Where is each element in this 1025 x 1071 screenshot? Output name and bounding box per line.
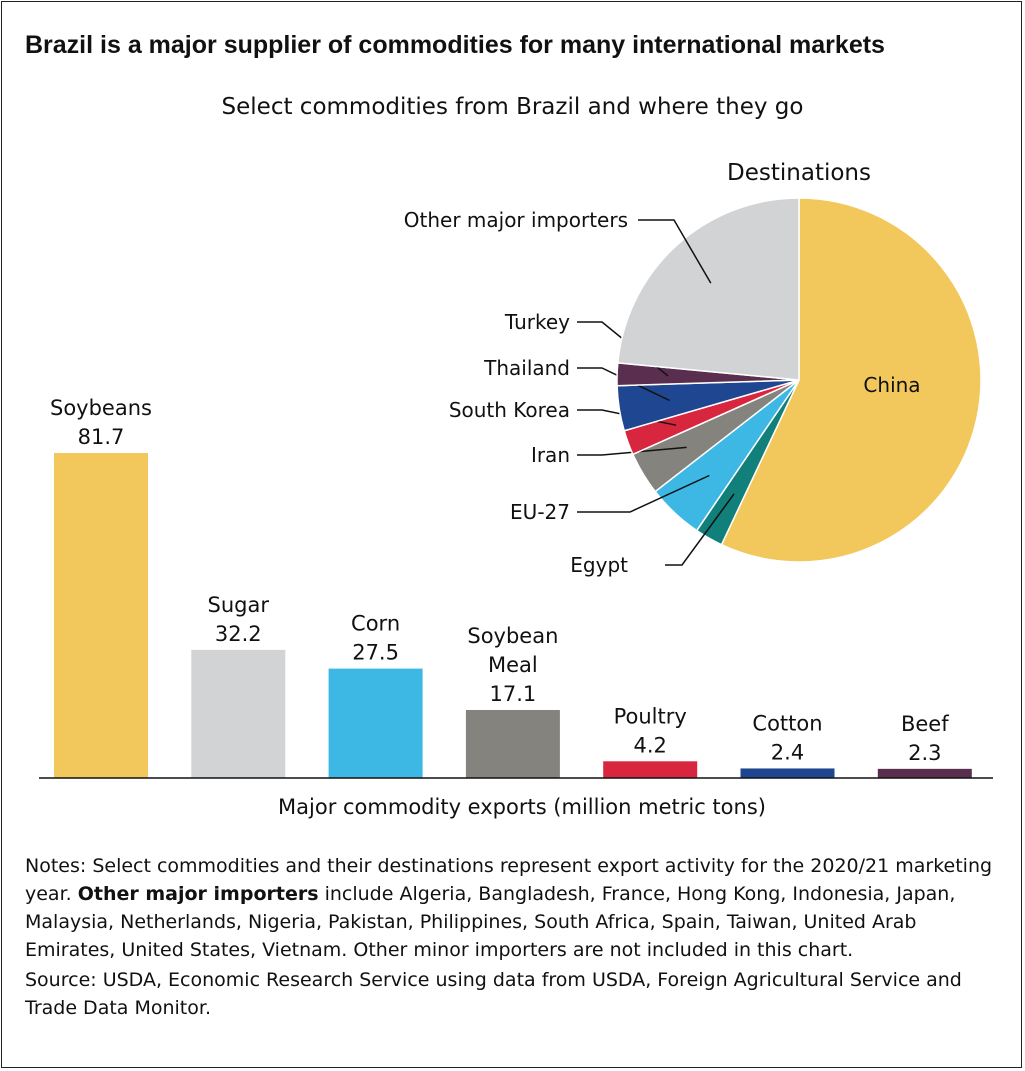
pie-label-egypt: Egypt xyxy=(570,553,628,577)
bar-label-soybean-meal-2: Meal xyxy=(488,653,538,677)
pie-chart: China Egypt EU-27 Iran South Korea Thailand Tu… xyxy=(404,197,982,577)
bar-soybeans xyxy=(54,453,148,778)
notes-prefix: Notes: Select commodities and their dest… xyxy=(25,855,993,905)
notes-section: Notes: Select commodities and their dest… xyxy=(25,852,1005,1022)
pie-label-iran: Iran xyxy=(531,443,570,467)
bar-label-soybeans: Soybeans xyxy=(50,396,152,420)
chart-subtitle: Select commodities from Brazil and where… xyxy=(221,94,804,120)
bar-label-beef: Beef xyxy=(901,712,949,736)
bar-label-poultry: Poultry xyxy=(614,704,687,728)
chart-canvas: 81.7 Soybeans 32.2 Sugar 27.5 Corn 17.1 Soybean… xyxy=(39,160,993,819)
bar-chart: 81.7 Soybeans 32.2 Sugar 27.5 Corn 17.1 Soybean… xyxy=(50,396,972,778)
notes-suffix: include Algeria, Bangladesh, France, Hon… xyxy=(25,883,956,961)
x-axis-label: Major commodity exports (million metric … xyxy=(278,795,766,819)
bar-label-cotton: Cotton xyxy=(752,711,822,735)
pie-leader-eu-27 xyxy=(577,474,710,513)
pie-leader-iran xyxy=(577,446,687,456)
bar-poultry xyxy=(603,761,698,778)
pie-label-china: China xyxy=(863,373,920,397)
pie-leader-thailand xyxy=(577,367,670,402)
notes-text: Notes: Select commodities and their dest… xyxy=(25,852,1005,964)
bar-value-corn: 27.5 xyxy=(352,641,399,665)
bar-label-soybean-meal-1: Soybean xyxy=(467,624,558,648)
bar-sugar xyxy=(191,649,286,778)
bar-label-sugar: Sugar xyxy=(208,593,270,617)
pie-label-turkey: Turkey xyxy=(504,310,570,334)
bar-value-soybean-meal: 17.1 xyxy=(490,682,537,706)
bar-corn xyxy=(328,668,423,778)
bar-value-soybeans: 81.7 xyxy=(78,425,125,449)
bar-soybean-meal xyxy=(465,709,560,778)
pie-label-thailand: Thailand xyxy=(483,356,570,380)
bar-value-cotton: 2.4 xyxy=(771,740,804,764)
bar-cotton xyxy=(740,768,835,778)
pie-title: Destinations xyxy=(727,160,871,186)
bar-beef xyxy=(877,768,972,778)
pie-label-south-korea: South Korea xyxy=(449,398,570,422)
pie-slice-china xyxy=(720,197,982,563)
chart-title: Brazil is a major supplier of commoditie… xyxy=(25,31,885,59)
notes-bold-term: Other major importers xyxy=(77,883,319,905)
bar-label-corn: Corn xyxy=(351,612,400,636)
pie-leader-other-major-importers xyxy=(638,219,712,284)
pie-slice-other-major-importers xyxy=(616,197,800,381)
pie-label-eu-27: EU-27 xyxy=(510,500,570,524)
bar-value-beef: 2.3 xyxy=(908,741,941,765)
bar-value-sugar: 32.2 xyxy=(215,622,262,646)
bar-value-poultry: 4.2 xyxy=(633,733,666,757)
source-text: Source: USDA, Economic Research Service … xyxy=(25,969,962,1019)
pie-label-other-major-importers: Other major importers xyxy=(404,208,628,232)
pie-leader-egypt xyxy=(665,493,735,566)
